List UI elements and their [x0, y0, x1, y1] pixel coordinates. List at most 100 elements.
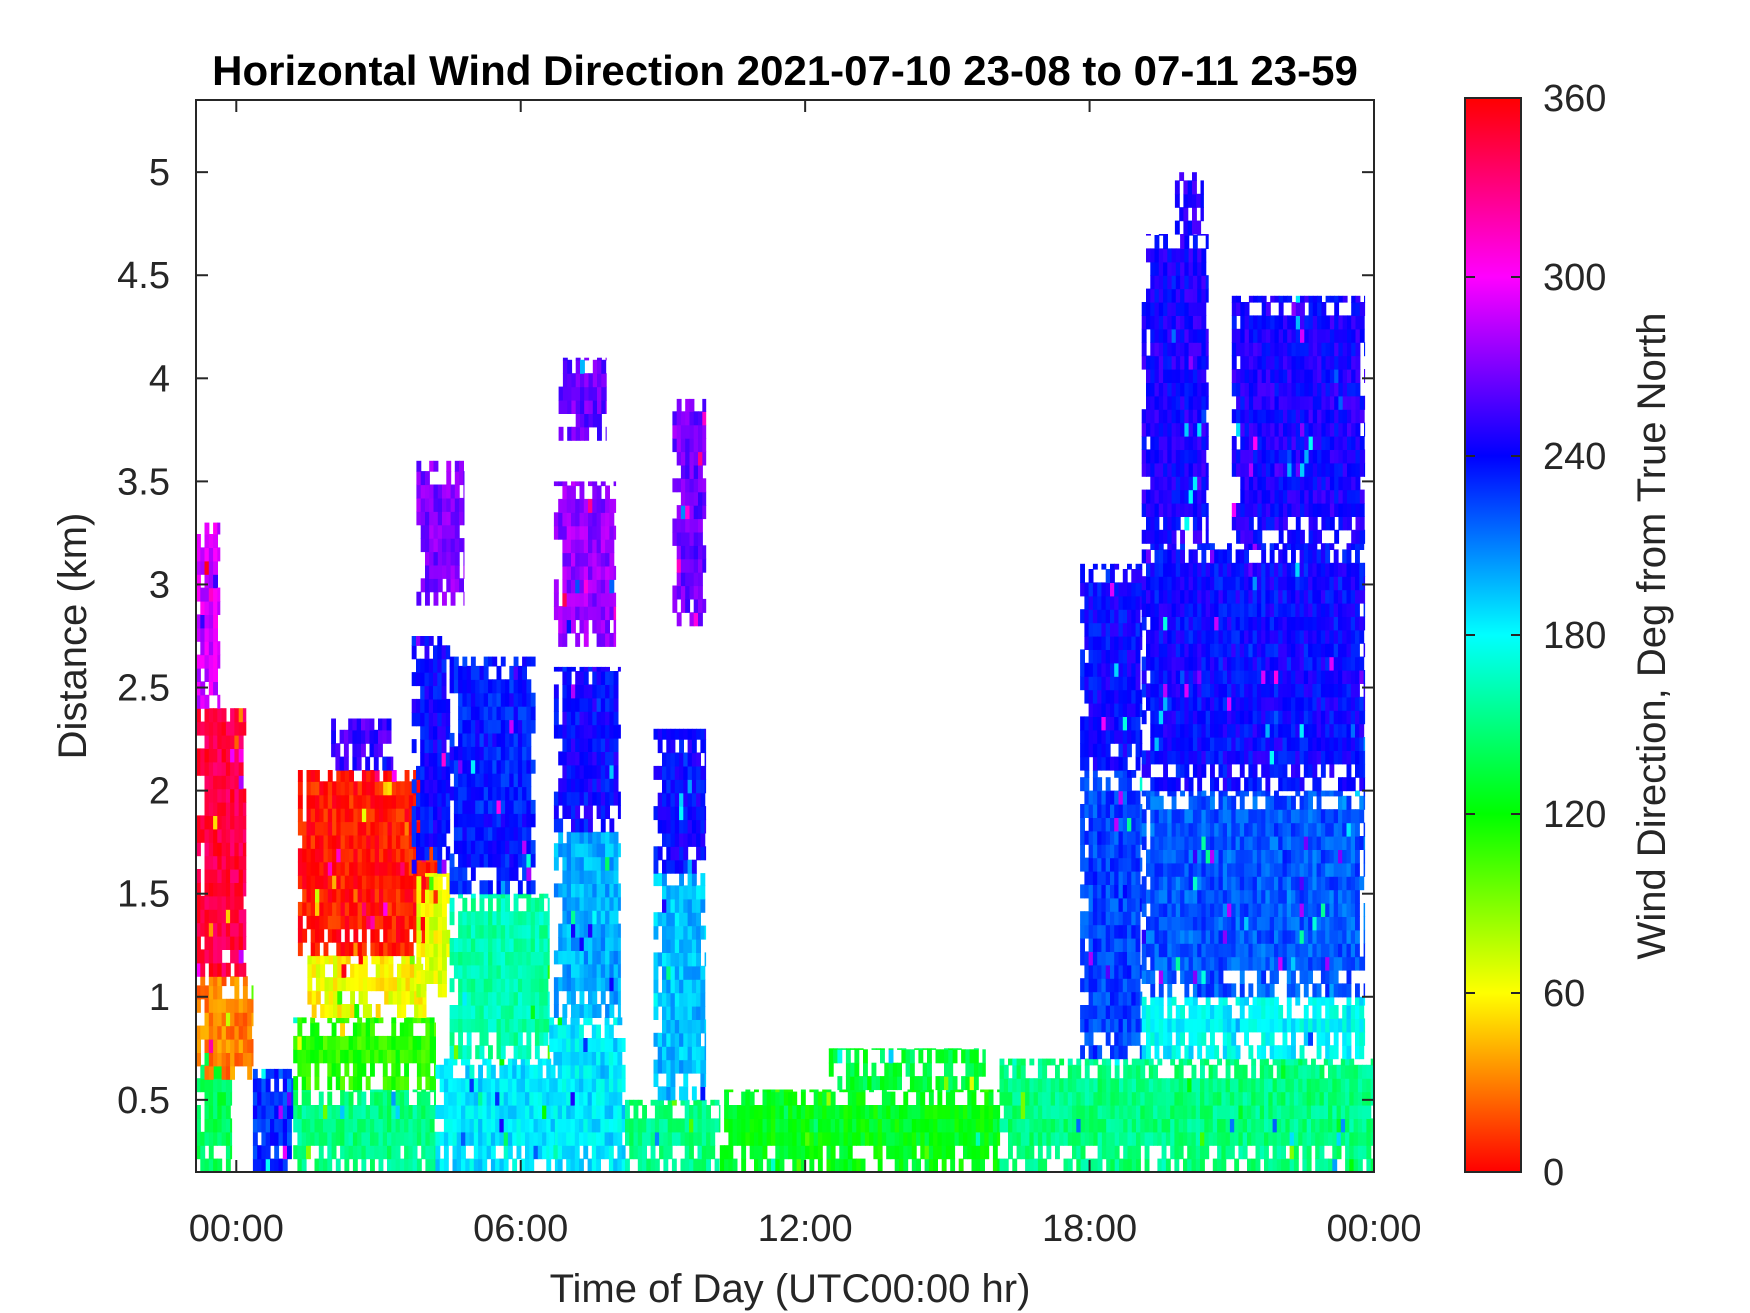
heatmap-cell: [847, 1089, 853, 1093]
heatmap-cell: [470, 893, 476, 899]
heatmap-cell: [261, 1091, 267, 1106]
heatmap-cell: [579, 724, 585, 739]
heatmap-cell: [350, 963, 355, 978]
heatmap-cell: [583, 1105, 589, 1119]
heatmap-cell: [571, 525, 576, 540]
heatmap-cell: [608, 1078, 614, 1093]
heatmap-cell: [1140, 1118, 1146, 1133]
heatmap-cell: [714, 1158, 720, 1172]
heatmap-cell: [306, 821, 312, 836]
heatmap-cell: [416, 943, 422, 958]
heatmap-cell: [704, 1073, 707, 1087]
heatmap-cell: [425, 551, 430, 566]
heatmap-cell: [685, 398, 691, 412]
heatmap-cell: [488, 732, 493, 747]
heatmap-cell: [315, 963, 321, 978]
heatmap-cell: [404, 794, 410, 809]
heatmap-cell: [425, 916, 430, 931]
heatmap-cell: [920, 1105, 926, 1119]
heatmap-cell: [400, 915, 406, 930]
heatmap-cell: [526, 773, 532, 788]
heatmap-cell: [558, 923, 564, 938]
heatmap-cell: [395, 1158, 401, 1172]
heatmap-cell: [306, 1118, 311, 1133]
heatmap-cell: [378, 1118, 384, 1133]
heatmap-cell: [1131, 1158, 1137, 1172]
heatmap-cell: [297, 1145, 303, 1160]
heatmap-cell: [425, 875, 431, 890]
heatmap-cell: [613, 923, 619, 938]
heatmap-cell: [566, 856, 572, 871]
heatmap-cell: [1306, 1064, 1312, 1079]
heatmap-cell: [1306, 1105, 1312, 1119]
heatmap-cell: [453, 1005, 459, 1019]
heatmap-cell: [361, 1035, 367, 1050]
heatmap-cell: [331, 743, 336, 758]
heatmap-cell: [1276, 1131, 1282, 1146]
heatmap-cell: [404, 1089, 409, 1093]
heatmap-cell: [412, 1105, 418, 1119]
heatmap-region: [252, 1068, 294, 1172]
heatmap-cell: [566, 498, 572, 513]
heatmap-cell: [689, 518, 695, 533]
heatmap-cell: [488, 719, 493, 734]
heatmap-cell: [583, 963, 589, 978]
heatmap-cell: [332, 915, 337, 930]
heatmap-cell: [685, 478, 691, 493]
heatmap-cell: [522, 656, 527, 667]
heatmap-cell: [1016, 1078, 1022, 1093]
heatmap-cell: [909, 1076, 915, 1091]
heatmap-cell: [310, 1049, 316, 1064]
heatmap-cell: [405, 963, 411, 978]
heatmap-cell: [475, 951, 481, 966]
heatmap-cell: [441, 712, 447, 727]
heatmap-cell: [1114, 1158, 1120, 1172]
heatmap-cell: [1332, 1158, 1338, 1172]
heatmap-cell: [496, 991, 502, 1006]
heatmap-cell: [217, 522, 221, 535]
heatmap-cell: [783, 1091, 789, 1106]
heatmap-cell: [1195, 1131, 1201, 1146]
heatmap-cell: [596, 1145, 601, 1160]
heatmap-cell: [1123, 1058, 1129, 1066]
heatmap-cell: [704, 1019, 707, 1034]
heatmap-cell: [421, 1035, 427, 1050]
heatmap-cell: [465, 1091, 471, 1106]
heatmap-cell: [1029, 1105, 1035, 1119]
heatmap-cell: [196, 895, 201, 910]
heatmap-cell: [792, 1158, 798, 1172]
heatmap-cell: [1072, 1118, 1077, 1133]
heatmap-cell: [1080, 1091, 1086, 1106]
heatmap-cell: [754, 1158, 759, 1172]
heatmap-cell: [549, 1091, 555, 1106]
heatmap-cell: [370, 1062, 375, 1077]
heatmap-cell: [1340, 1064, 1346, 1079]
heatmap-cell: [920, 1145, 926, 1160]
heatmap-cell: [596, 711, 602, 726]
heatmap-cell: [839, 1105, 845, 1119]
heatmap-cell: [503, 1105, 509, 1119]
heatmap-cell: [297, 861, 303, 876]
heatmap-cell: [886, 1145, 892, 1160]
heatmap-cell: [479, 1005, 485, 1019]
heatmap-cell: [479, 679, 485, 694]
heatmap-cell: [574, 1105, 580, 1119]
heatmap-cell: [488, 924, 493, 939]
heatmap-cell: [505, 679, 510, 694]
heatmap-cell: [428, 779, 434, 794]
heatmap-cell: [213, 735, 218, 749]
heatmap-cell: [458, 679, 463, 694]
heatmap-cell: [483, 1005, 489, 1019]
heatmap-cell: [297, 1017, 303, 1024]
heatmap-cell: [217, 641, 221, 656]
heatmap-cell: [933, 1145, 938, 1160]
heatmap-cell: [513, 951, 519, 966]
heatmap-cell: [1315, 1158, 1321, 1172]
heatmap-cell: [361, 1091, 367, 1106]
heatmap-cell: [1067, 1118, 1073, 1133]
heatmap-cell: [826, 1118, 832, 1133]
heatmap-cell: [571, 373, 577, 388]
heatmap-cell: [395, 1089, 401, 1093]
heatmap-cell: [672, 438, 678, 453]
heatmap-cell: [736, 1105, 742, 1119]
